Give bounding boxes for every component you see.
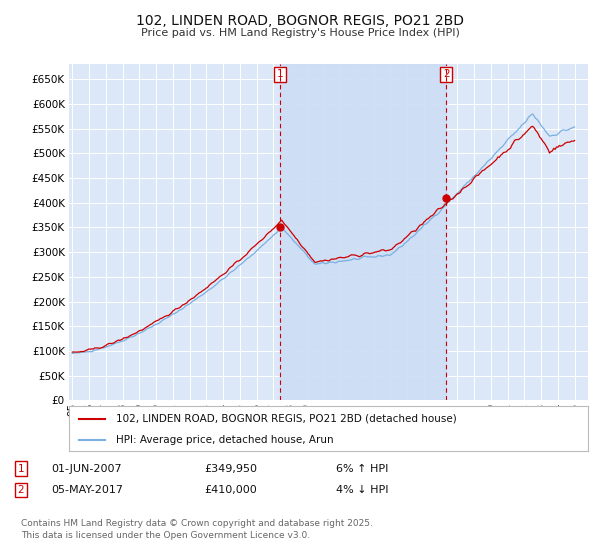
- Text: Contains HM Land Registry data © Crown copyright and database right 2025.
This d: Contains HM Land Registry data © Crown c…: [21, 519, 373, 540]
- Text: 4% ↓ HPI: 4% ↓ HPI: [336, 485, 389, 495]
- Text: 6% ↑ HPI: 6% ↑ HPI: [336, 464, 388, 474]
- Text: 2: 2: [17, 485, 25, 495]
- Text: 01-JUN-2007: 01-JUN-2007: [51, 464, 122, 474]
- Text: 2: 2: [443, 69, 449, 80]
- Bar: [280, 64, 446, 400]
- Text: 1: 1: [17, 464, 25, 474]
- Text: £349,950: £349,950: [204, 464, 257, 474]
- Text: HPI: Average price, detached house, Arun: HPI: Average price, detached house, Arun: [116, 435, 334, 445]
- Text: 102, LINDEN ROAD, BOGNOR REGIS, PO21 2BD: 102, LINDEN ROAD, BOGNOR REGIS, PO21 2BD: [136, 14, 464, 28]
- Text: £410,000: £410,000: [204, 485, 257, 495]
- Text: 1: 1: [277, 69, 284, 80]
- Text: Price paid vs. HM Land Registry's House Price Index (HPI): Price paid vs. HM Land Registry's House …: [140, 28, 460, 38]
- Text: 05-MAY-2017: 05-MAY-2017: [51, 485, 123, 495]
- Text: 102, LINDEN ROAD, BOGNOR REGIS, PO21 2BD (detached house): 102, LINDEN ROAD, BOGNOR REGIS, PO21 2BD…: [116, 413, 457, 423]
